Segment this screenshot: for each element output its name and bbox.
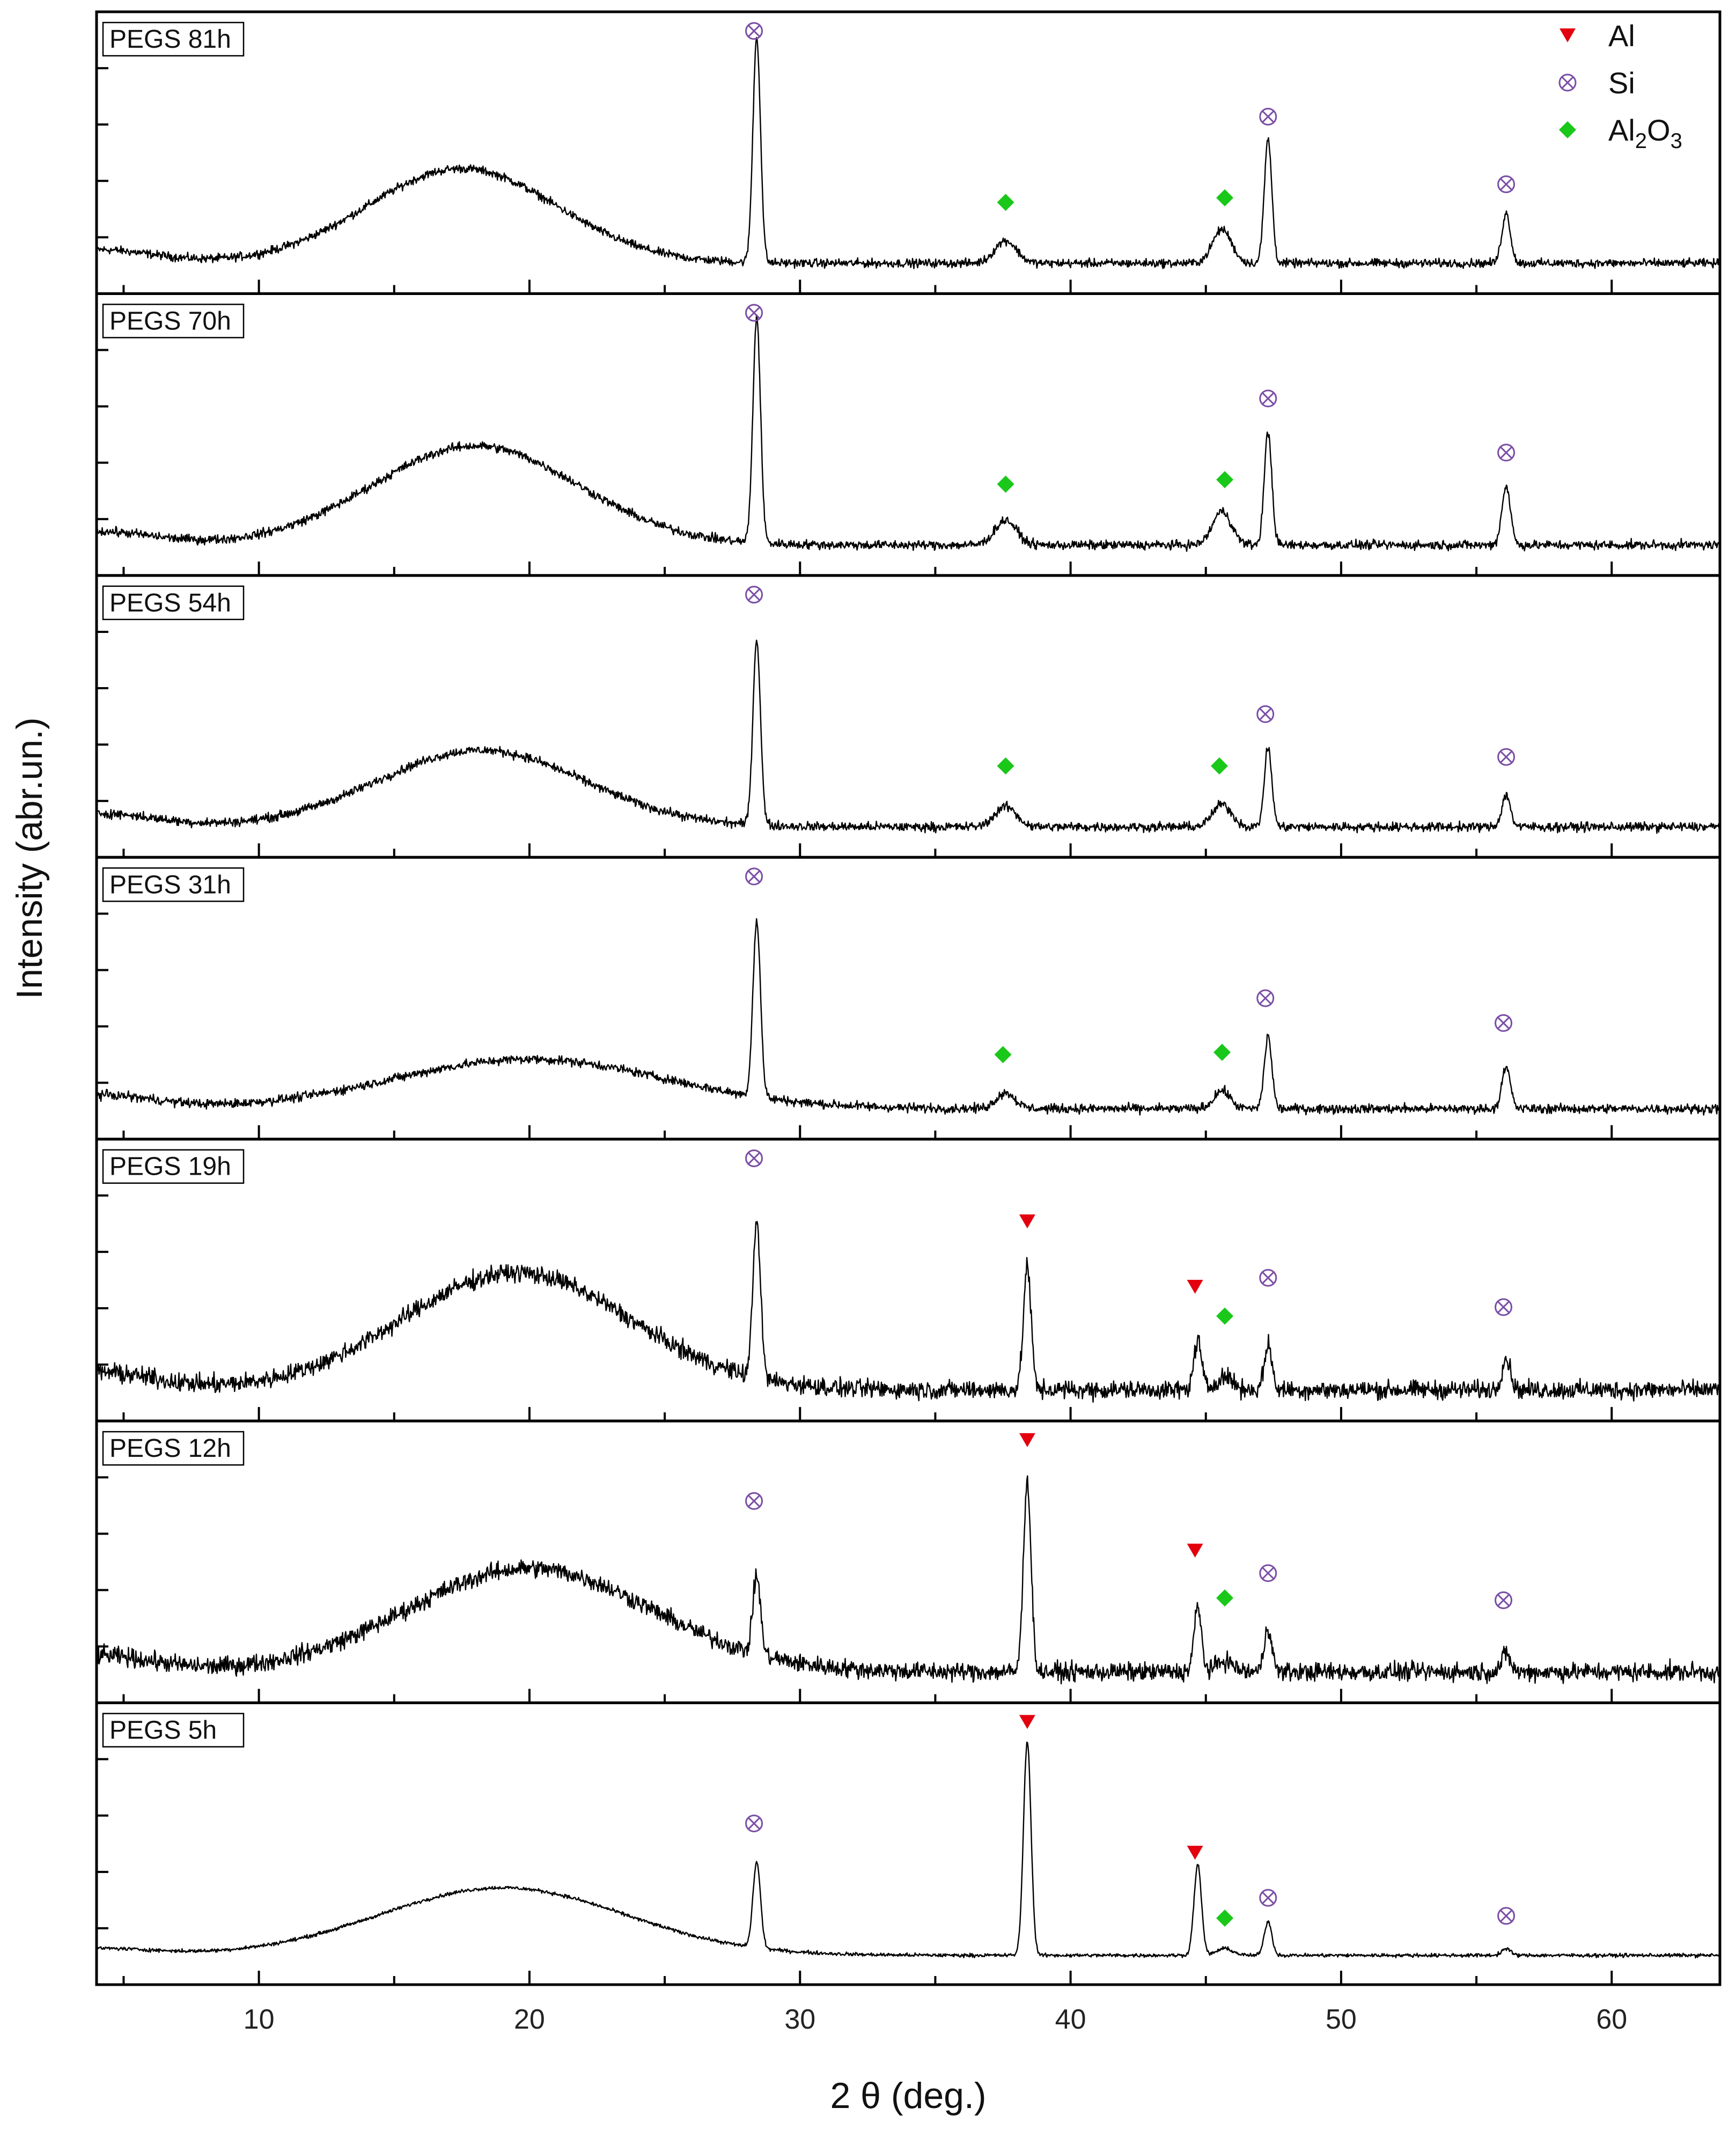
phase-marker-al2o3 [1213, 1043, 1231, 1061]
phase-marker-al2o3 [1216, 189, 1234, 207]
x-tick-label: 20 [514, 2004, 545, 2035]
legend-label: Si [1608, 66, 1635, 100]
panel-label-box [102, 304, 245, 338]
phase-marker-al2o3 [1216, 1909, 1234, 1927]
y-axis-title: Intensity (abr.un.) [9, 717, 50, 999]
panel-label-box [102, 1431, 245, 1466]
phase-marker-si [745, 304, 763, 322]
phase-marker-si [1259, 1564, 1277, 1582]
panel-pegs-31h: PEGS 31h [95, 856, 1722, 1141]
panel-frame [95, 1138, 1722, 1423]
series-line [95, 36, 1721, 269]
phase-marker-si [1497, 175, 1516, 194]
phase-marker-si [1256, 989, 1275, 1007]
phase-marker-al [1187, 1543, 1203, 1558]
panel-pegs-81h: PEGS 81h [95, 10, 1722, 295]
panel-label-text: PEGS 12h [109, 1434, 231, 1463]
series-line [95, 1741, 1720, 1959]
phase-marker-si [1259, 107, 1277, 126]
legend: Al Si Al2O3 [1558, 19, 1682, 153]
phase-marker-si [1497, 1907, 1516, 1925]
panel-label-box [102, 1713, 245, 1748]
panel-label-box [102, 867, 245, 902]
phase-marker-si [1497, 748, 1516, 766]
phase-marker-si [1497, 444, 1516, 462]
panel-label-text: PEGS 70h [109, 307, 231, 335]
panel-label: PEGS 5h [102, 1713, 245, 1748]
panel-label-text: PEGS 31h [109, 871, 231, 899]
phase-marker-al2o3 [1216, 1307, 1234, 1325]
series-line [95, 314, 1721, 552]
phase-marker-si [1495, 1014, 1513, 1032]
panel-pegs-12h: PEGS 12h [95, 1419, 1722, 1705]
phase-marker-al2o3 [997, 475, 1014, 493]
series-line [95, 1475, 1721, 1685]
series-line [95, 918, 1721, 1116]
panels-group: PEGS 81h PEGS 70h PEGS 54h PEGS 31h PEGS 19h… [95, 10, 1722, 1986]
series-line [95, 1221, 1721, 1403]
panel-label: PEGS 54h [102, 585, 245, 621]
panel-pegs-19h: PEGS 19h [95, 1138, 1722, 1423]
phase-marker-si [1259, 1269, 1277, 1287]
panel-label: PEGS 70h [102, 304, 245, 338]
phase-marker-si [745, 586, 763, 604]
x-tick-label: 40 [1055, 2004, 1086, 2035]
phase-marker-si [745, 1492, 763, 1510]
panel-label: PEGS 19h [102, 1149, 245, 1184]
phase-marker-al2o3 [1216, 471, 1234, 489]
phase-marker-al [1019, 1715, 1035, 1729]
phase-marker-si [1259, 389, 1277, 408]
phase-marker-si [745, 867, 763, 886]
panel-pegs-70h: PEGS 70h [95, 292, 1722, 577]
phase-marker-al2o3 [1210, 757, 1228, 775]
panel-label-box [102, 1149, 245, 1184]
phase-marker-al2o3 [997, 194, 1014, 211]
panel-label-text: PEGS 19h [109, 1153, 231, 1181]
phase-marker-si [745, 22, 763, 40]
phase-marker-al [1019, 1433, 1035, 1447]
panel-label: PEGS 12h [102, 1431, 245, 1466]
phase-marker-al2o3 [997, 757, 1014, 775]
phase-marker-al2o3 [994, 1046, 1012, 1064]
phase-marker-al2o3 [1216, 1589, 1234, 1607]
panel-label-box [102, 585, 245, 621]
panel-label-text: PEGS 81h [109, 25, 231, 54]
legend-si-marker [1558, 73, 1577, 92]
phase-marker-si [745, 1149, 763, 1167]
x-tick-label: 10 [244, 2004, 275, 2035]
x-axis: 10 20 30 40 50 60 [244, 2004, 1628, 2035]
x-tick-label: 50 [1326, 2004, 1357, 2035]
phase-marker-al [1187, 1846, 1203, 1860]
panel-label-text: PEGS 5h [109, 1716, 217, 1745]
legend-label: Al [1608, 19, 1635, 53]
x-tick-label: 60 [1596, 2004, 1627, 2035]
phase-marker-si [1259, 1889, 1277, 1907]
series-line [96, 639, 1721, 834]
panel-frame [95, 1419, 1722, 1705]
legend-label: Al2O3 [1608, 113, 1682, 153]
panel-frame [95, 1701, 1722, 1986]
phase-marker-si [1256, 705, 1275, 723]
phase-marker-si [1495, 1298, 1513, 1316]
panel-frame [95, 574, 1722, 859]
panel-pegs-5h: PEGS 5h [95, 1701, 1722, 1986]
legend-al2o3-marker [1559, 121, 1576, 138]
panel-frame [95, 856, 1722, 1141]
phase-marker-si [1495, 1591, 1513, 1609]
panel-label-text: PEGS 54h [109, 589, 231, 617]
panel-label: PEGS 81h [102, 21, 245, 57]
x-tick-label: 30 [784, 2004, 815, 2035]
phase-marker-si [745, 1814, 763, 1832]
panel-pegs-54h: PEGS 54h [95, 574, 1722, 859]
panel-frame [95, 10, 1722, 295]
panel-label-box [102, 21, 245, 57]
panel-frame [95, 292, 1722, 577]
x-axis-title: 2 θ (deg.) [830, 2075, 986, 2116]
phase-marker-al [1187, 1280, 1203, 1294]
phase-marker-al [1019, 1214, 1035, 1229]
panel-label: PEGS 31h [102, 867, 245, 902]
legend-al-marker [1560, 28, 1576, 42]
